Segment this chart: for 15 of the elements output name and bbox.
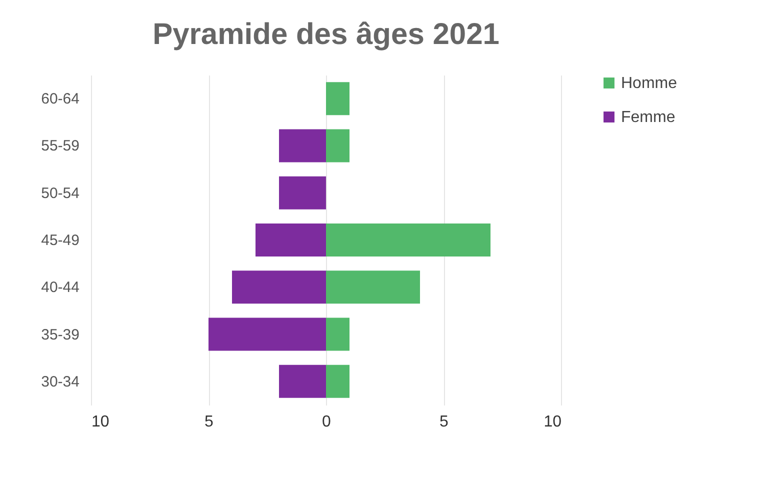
y-tick-label: 50-54 [41,184,80,202]
x-tick-label: 0 [322,414,332,430]
x-tick-label: 5 [204,414,214,430]
y-tick-label: 40-44 [41,279,80,296]
y-tick-label: 55-59 [41,138,80,155]
x-tick-label: 5 [440,414,449,430]
y-tick-label: 60-64 [41,90,80,108]
legend-label: Homme [621,75,678,92]
y-tick-label: 45-49 [41,232,80,249]
legend-label: Femme [621,109,676,126]
y-tick-label: 35-39 [41,326,80,344]
x-tick-label: 10 [92,414,110,430]
x-tick-label: 10 [544,414,562,430]
y-tick-label: 30-34 [41,373,80,390]
chart-title: Pyramide des âges 2021 [152,18,500,51]
